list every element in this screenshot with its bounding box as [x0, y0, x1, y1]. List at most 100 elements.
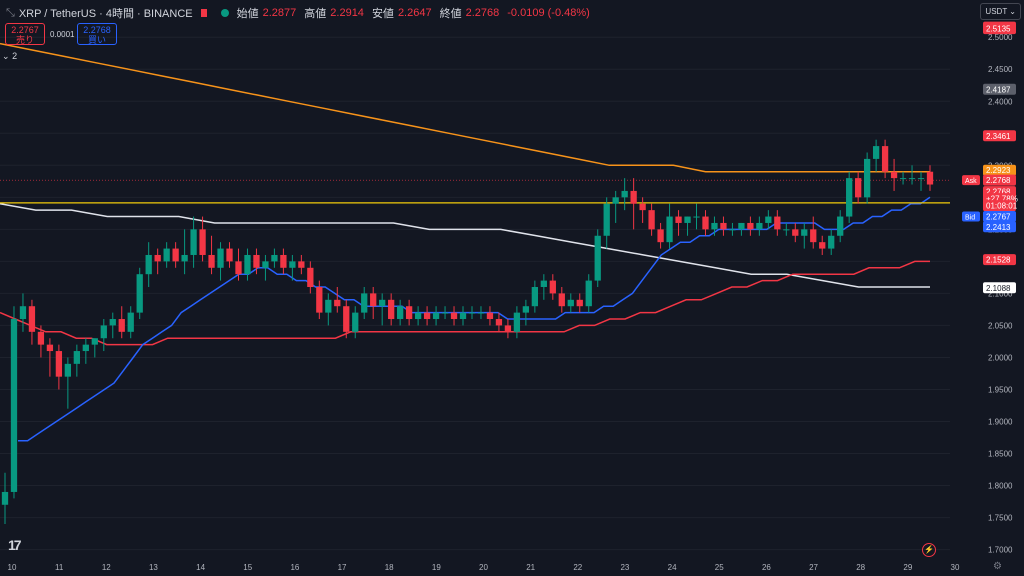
price-label: 2.2768	[986, 188, 1011, 197]
flash-icon[interactable]: ⚡	[922, 543, 936, 557]
candle-body	[118, 319, 125, 332]
buy-button[interactable]: 2.2768 買い	[77, 23, 117, 45]
chart-settings-icon[interactable]: ⤡	[6, 6, 15, 19]
x-tick-label: 27	[809, 563, 818, 572]
price-label-box	[983, 23, 1016, 35]
x-tick-label: 12	[102, 563, 111, 572]
candle-body	[477, 312, 485, 314]
x-tick-label: 24	[668, 563, 677, 572]
candle-body	[208, 254, 215, 268]
candle-body	[630, 190, 637, 204]
candle-body	[774, 216, 781, 230]
candle-body	[361, 293, 368, 313]
candle-body	[82, 344, 89, 352]
candle-body	[414, 312, 422, 320]
candle-body	[280, 254, 287, 268]
indicator-toggle[interactable]: ⌄ 2	[2, 51, 17, 62]
price-label: 2.1528	[986, 256, 1011, 265]
x-tick-label: 17	[338, 563, 347, 572]
x-tick-label: 10	[8, 563, 17, 572]
candle-body	[828, 235, 835, 249]
candle-body	[549, 280, 556, 294]
price-label: 01:08:01	[986, 202, 1018, 211]
candle-body	[756, 222, 763, 230]
x-tick-label: 28	[856, 563, 865, 572]
ma-red-line	[0, 260, 930, 346]
candle-body	[612, 197, 619, 204]
candle-body	[846, 178, 853, 217]
x-tick-label: 11	[55, 563, 64, 572]
candle-body	[540, 280, 547, 287]
candle-body	[531, 287, 538, 307]
candle-body	[397, 306, 404, 320]
price-label: 2.1088	[986, 284, 1011, 293]
y-tick-label: 1.8500	[988, 450, 1013, 459]
candle-body	[199, 229, 206, 255]
candle-body	[881, 146, 889, 172]
price-label-box	[983, 254, 1016, 266]
price-label-box	[983, 164, 1016, 176]
y-tick-label: 2.0000	[988, 353, 1013, 362]
price-label: 2.2767	[986, 213, 1011, 222]
candle-body	[585, 280, 592, 307]
sell-button[interactable]: 2.2767 売り	[5, 23, 45, 45]
candle-body	[801, 229, 808, 236]
candle-body	[702, 216, 709, 230]
candle-body	[298, 261, 305, 268]
ask-tag-box	[962, 175, 980, 186]
candle-body	[441, 312, 449, 314]
price-label-box	[983, 174, 1016, 186]
candle-body	[19, 306, 27, 320]
candle-body	[190, 229, 197, 255]
ask-tag: Ask	[965, 178, 977, 185]
chevron-down-icon: ⌄	[1009, 7, 1016, 16]
candle-body	[783, 229, 790, 231]
candle-body	[468, 312, 476, 314]
candle-body	[432, 312, 440, 320]
candle-body	[558, 293, 565, 307]
candle-body	[522, 306, 530, 313]
y-tick-label: 1.7500	[988, 514, 1013, 523]
tradingview-logo[interactable]: 17	[8, 537, 22, 553]
candle-body	[621, 190, 628, 198]
candle-body	[235, 261, 242, 275]
price-label: 2.5135	[986, 25, 1011, 34]
candle-body	[423, 312, 431, 320]
currency-selector[interactable]: USDT ⌄	[980, 3, 1021, 20]
market-status-icon	[220, 9, 229, 17]
candle-body	[863, 158, 871, 198]
x-tick-label: 15	[243, 563, 252, 572]
candle-body	[379, 299, 386, 307]
candle-body	[720, 222, 727, 230]
candle-body	[64, 363, 72, 377]
candle-body	[91, 338, 98, 345]
candle-body	[711, 222, 718, 230]
candle-body	[513, 312, 521, 332]
x-tick-label: 29	[903, 563, 912, 572]
candle-body	[738, 222, 745, 230]
candle-body	[792, 229, 799, 236]
candle-body	[765, 216, 772, 223]
close-label: 終値	[439, 8, 462, 20]
candle-body	[908, 178, 916, 180]
candle-body	[109, 319, 116, 326]
high-value: 2.2914	[330, 7, 364, 19]
candle-body	[244, 254, 251, 275]
x-tick-label: 18	[385, 563, 394, 572]
candle-body	[181, 254, 188, 262]
candle-body	[163, 248, 170, 262]
candle-body	[307, 267, 314, 287]
price-label-box	[983, 200, 1016, 212]
x-tick-label: 22	[573, 563, 582, 572]
candle-body	[594, 235, 601, 281]
y-tick-label: 2.4000	[988, 97, 1013, 106]
gear-icon[interactable]: ⚙	[993, 561, 1002, 572]
price-label-box	[983, 282, 1016, 294]
y-tick-label: 1.9500	[988, 385, 1013, 394]
symbol-title[interactable]: XRP / TetherUS · 4時間 · BINANCE	[18, 8, 193, 20]
buy-price: 2.2768	[83, 25, 111, 35]
candle-body	[810, 229, 817, 243]
candle-body	[316, 287, 323, 313]
candle-body	[271, 254, 278, 262]
